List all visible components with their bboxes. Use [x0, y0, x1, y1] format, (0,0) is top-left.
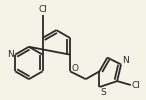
Text: Cl: Cl [132, 80, 141, 90]
Text: O: O [71, 64, 78, 73]
Text: N: N [122, 56, 129, 65]
Text: Cl: Cl [38, 5, 47, 14]
Text: S: S [100, 88, 106, 97]
Text: N: N [7, 50, 14, 59]
